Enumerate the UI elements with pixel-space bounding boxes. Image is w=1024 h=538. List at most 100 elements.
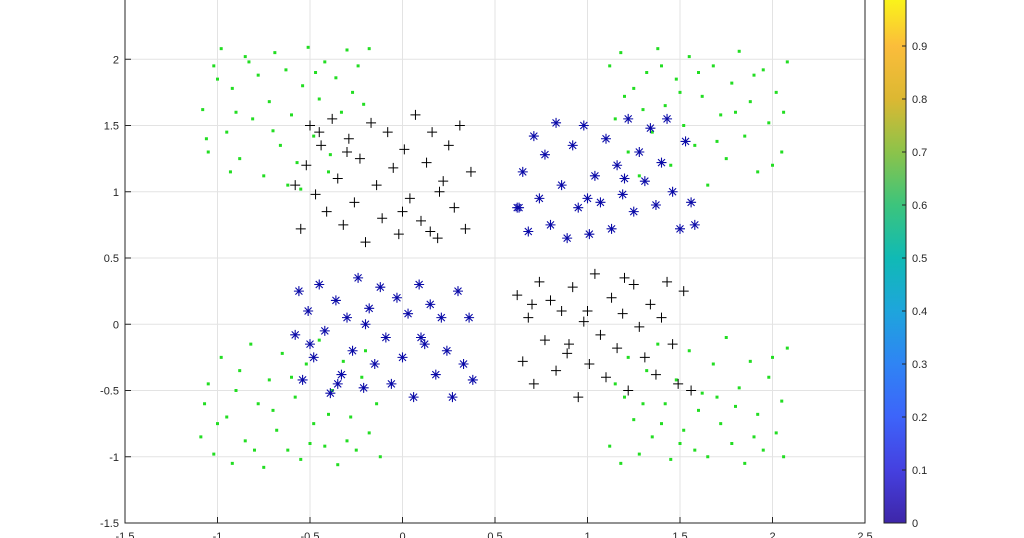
data-point-dot: [219, 355, 223, 359]
data-point-dot: [608, 444, 612, 448]
data-point-asterisk: [639, 176, 650, 187]
colorbar-tick-label: 0.6: [912, 200, 927, 212]
data-point-dot: [785, 346, 789, 350]
data-point-dot: [756, 412, 760, 416]
data-point-plus: [338, 219, 349, 230]
data-point-asterisk: [391, 292, 402, 303]
data-point-plus: [650, 369, 661, 380]
data-point-dot: [262, 465, 266, 469]
data-point-plus: [443, 140, 454, 151]
data-point-asterisk: [645, 123, 656, 134]
data-point-dot: [697, 71, 700, 74]
data-point-dot: [682, 124, 686, 127]
data-point-dot: [284, 68, 288, 72]
x-tick-label: -0.5: [301, 531, 320, 538]
data-point-dot: [748, 359, 752, 363]
data-point-dot: [650, 435, 654, 439]
data-point-asterisk: [686, 197, 697, 208]
colorbar-gradient: [883, 0, 907, 524]
data-point-dot: [774, 431, 778, 435]
data-point-plus: [360, 237, 371, 248]
data-point-asterisk: [689, 219, 700, 230]
data-point-dot: [219, 47, 223, 51]
data-point-dot: [619, 461, 623, 465]
data-point-dot: [724, 336, 728, 339]
colorbar-tick-label: 0.5: [912, 253, 927, 265]
data-point-plus: [393, 229, 404, 240]
data-point-dot: [206, 150, 210, 154]
data-point-asterisk: [562, 233, 573, 244]
data-point-dot: [687, 349, 691, 353]
y-tick-label: -1: [109, 452, 119, 464]
data-point-asterisk: [517, 166, 528, 177]
data-point-dot: [715, 139, 719, 143]
data-point-dot: [663, 104, 667, 108]
data-point-dot: [290, 375, 293, 379]
data-point-plus: [343, 133, 354, 144]
data-point-dot: [256, 73, 260, 77]
data-point-dot: [743, 461, 747, 465]
y-tick-label: 1: [113, 187, 119, 199]
data-point-plus: [397, 206, 408, 217]
data-point-dot: [314, 71, 318, 74]
data-point-dot: [656, 47, 660, 51]
colorbar-tick-label: 0.7: [912, 147, 927, 159]
data-point-plus: [301, 160, 312, 171]
data-point-dot: [632, 86, 636, 90]
data-point-plus: [539, 335, 550, 346]
data-point-asterisk: [612, 160, 623, 171]
data-point-asterisk: [293, 286, 304, 297]
data-point-dot: [780, 150, 784, 154]
data-point-asterisk: [447, 392, 458, 403]
data-point-dot: [774, 90, 778, 94]
data-point-dot: [262, 174, 266, 178]
data-point-dot: [256, 402, 260, 406]
data-point-dot: [323, 444, 327, 448]
data-point-plus: [427, 127, 438, 138]
data-point-asterisk: [369, 359, 380, 369]
data-point-dot: [306, 45, 310, 49]
data-point-plus: [314, 127, 325, 138]
data-point-asterisk: [441, 345, 452, 356]
data-point-dot: [238, 157, 242, 161]
data-point-asterisk: [347, 345, 358, 356]
data-point-dot: [225, 130, 229, 134]
data-point-asterisk: [375, 282, 386, 293]
data-point-dot: [700, 94, 704, 98]
data-point-plus: [517, 356, 528, 367]
data-point-dot: [711, 64, 715, 68]
data-point-plus: [619, 272, 630, 283]
data-point-dot: [230, 461, 234, 465]
data-point-plus: [686, 385, 697, 396]
data-point-plus: [634, 321, 645, 332]
data-point-dot: [251, 117, 255, 121]
data-point-dot: [669, 457, 673, 461]
data-point-dot: [730, 81, 734, 85]
data-point-dot: [678, 442, 682, 445]
data-point-dot: [312, 134, 316, 138]
data-point-dot: [752, 73, 756, 77]
data-point-asterisk: [619, 173, 630, 184]
colorbar-tick-label: 0: [912, 518, 918, 530]
data-point-dot: [267, 378, 271, 382]
data-point-plus: [589, 268, 600, 279]
data-point-dot: [351, 90, 355, 94]
data-point-plus: [321, 206, 332, 217]
data-point-dot: [785, 60, 789, 64]
data-point-dot: [608, 64, 612, 68]
data-point-asterisk: [305, 339, 315, 350]
data-point-plus: [434, 186, 445, 197]
data-point-asterisk: [551, 117, 562, 128]
data-point-asterisk: [308, 352, 319, 363]
x-tick-label: 2.5: [857, 531, 872, 538]
data-point-asterisk: [534, 193, 545, 204]
data-point-dot: [367, 431, 371, 435]
data-point-asterisk: [325, 388, 336, 399]
data-point-dot: [782, 110, 786, 114]
y-tick-label: 1.5: [104, 121, 119, 133]
data-point-dot: [312, 422, 316, 426]
data-point-dot: [623, 395, 626, 399]
data-point-dot: [204, 137, 208, 141]
y-tick-label: -0.5: [100, 386, 119, 398]
